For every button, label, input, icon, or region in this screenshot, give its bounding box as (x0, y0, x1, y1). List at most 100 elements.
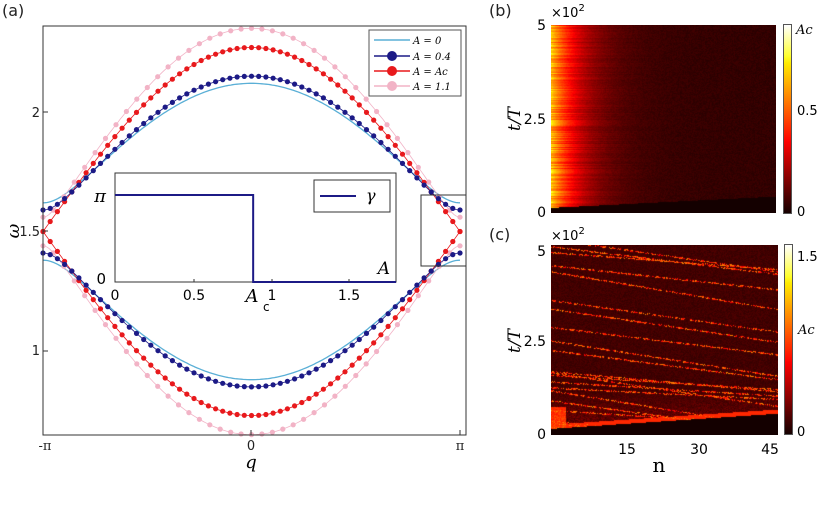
series-marker (394, 135, 400, 141)
y-multiplier-exp: 2 (578, 226, 584, 237)
series-marker (227, 47, 233, 53)
series-marker (426, 179, 432, 185)
series-marker (363, 330, 370, 336)
series-marker (248, 44, 255, 51)
series-marker (83, 282, 89, 288)
series-marker (270, 382, 276, 388)
series-marker (54, 209, 61, 215)
series-marker (378, 332, 384, 338)
series-marker (90, 297, 96, 303)
series-marker (371, 117, 377, 123)
series-marker (342, 383, 348, 389)
series-marker (148, 362, 154, 368)
series-marker (113, 335, 119, 341)
series-marker (320, 71, 326, 77)
x-axis-label: n (653, 453, 666, 477)
series-marker (363, 361, 369, 367)
series-marker (363, 96, 369, 102)
series-marker (205, 376, 211, 382)
series-marker (141, 336, 147, 343)
series-marker (450, 238, 456, 245)
y-multiplier-base: ×10 (551, 229, 578, 244)
ytick-label: 5 (537, 244, 546, 260)
series-marker (126, 133, 132, 139)
series-marker (97, 297, 104, 303)
legend-marker (387, 81, 397, 91)
series-marker (220, 408, 226, 414)
series-marker (321, 55, 328, 61)
series-marker (335, 104, 341, 110)
series-marker (313, 366, 319, 372)
series-marker (155, 88, 161, 94)
series-marker (284, 51, 290, 57)
series-marker (280, 31, 286, 37)
series-marker (320, 95, 326, 101)
series-marker (69, 189, 75, 195)
series-marker (299, 373, 305, 379)
series-marker (169, 381, 175, 387)
zoom-region-box (420, 194, 467, 267)
xtick-label: -π (39, 439, 52, 454)
series-marker (399, 297, 406, 303)
series-marker (269, 429, 275, 435)
series-marker (270, 410, 276, 416)
series-marker (213, 378, 219, 384)
series-marker (292, 54, 298, 60)
series-marker (241, 412, 247, 418)
ytick-label: 0 (537, 427, 546, 443)
series-marker (378, 125, 384, 131)
series-marker (126, 324, 132, 330)
series-marker (155, 74, 161, 80)
series-marker (148, 115, 154, 121)
series-marker (299, 399, 305, 406)
series-marker (169, 358, 175, 364)
legend-marker (387, 66, 397, 76)
series-marker (165, 64, 171, 70)
series-marker (248, 25, 255, 31)
series-marker (191, 87, 197, 93)
series-marker (105, 304, 111, 310)
series-marker (392, 315, 398, 321)
series-marker (169, 99, 175, 105)
series-marker (378, 317, 384, 324)
colorbar-frame (783, 24, 792, 214)
series-marker (428, 189, 434, 195)
series-marker (71, 179, 77, 185)
series-marker (148, 95, 154, 101)
legend-label: A = 0.4 (412, 52, 451, 63)
series-marker (162, 104, 168, 110)
legend-label: A = Ac (412, 67, 448, 78)
series-marker (363, 348, 370, 354)
series-marker (313, 66, 319, 72)
series-marker (105, 142, 111, 148)
series-marker (256, 412, 262, 418)
series-marker (155, 109, 161, 115)
series-marker (175, 55, 182, 61)
series-marker (371, 324, 377, 330)
series-marker (234, 383, 240, 389)
series-marker (198, 373, 204, 379)
series-marker (450, 252, 456, 258)
series-marker (97, 306, 104, 312)
colorbar-c (785, 245, 792, 434)
series-marker (342, 348, 348, 354)
series-marker (196, 416, 202, 422)
series-marker (47, 218, 53, 225)
series-marker (220, 49, 226, 55)
x-axis-label: q (245, 452, 257, 473)
series-marker (198, 399, 204, 406)
series-marker (191, 370, 197, 376)
series-marker (113, 122, 119, 128)
series-line-lower (42, 259, 461, 381)
series-marker (83, 175, 89, 181)
series-marker (213, 79, 219, 85)
series-marker (342, 109, 348, 115)
inset-xlabel: A (376, 259, 390, 279)
legend-box (368, 29, 462, 97)
inset-xtick-label: 0 (111, 288, 120, 304)
series-marker (342, 74, 348, 80)
series-marker (112, 311, 118, 317)
series-marker (421, 275, 427, 281)
series-marker (205, 403, 211, 409)
